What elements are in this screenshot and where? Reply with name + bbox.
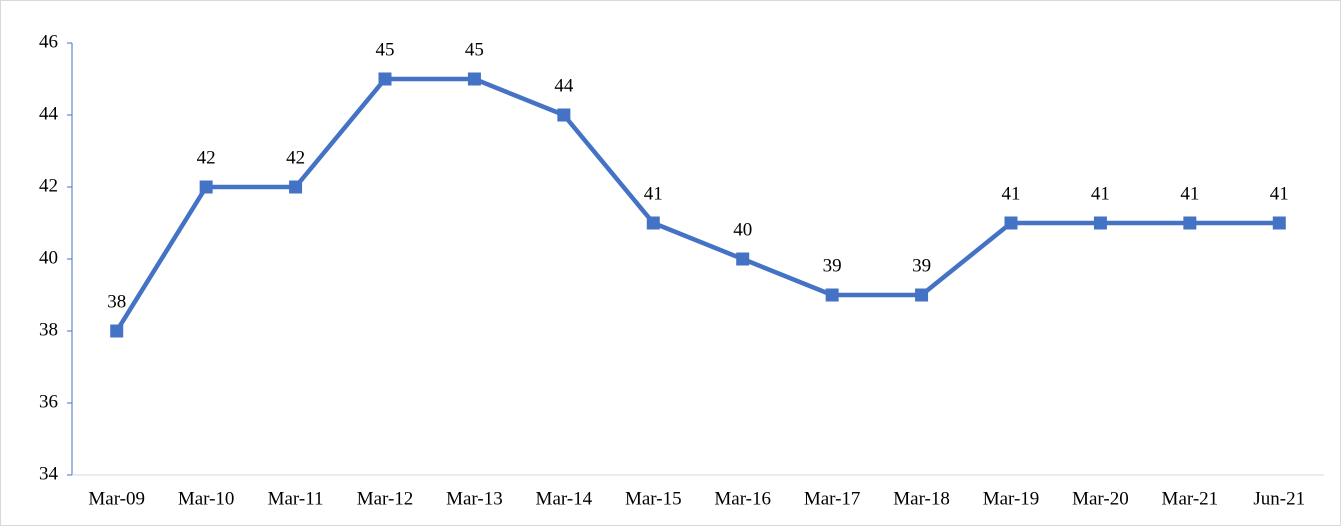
data-label: 41 — [1180, 183, 1199, 204]
data-label: 39 — [823, 255, 842, 276]
data-label: 40 — [733, 219, 752, 240]
y-tick-label: 40 — [39, 247, 58, 268]
x-tick-label: Mar-11 — [268, 488, 324, 509]
data-label: 42 — [286, 147, 305, 168]
x-tick-label: Mar-15 — [625, 488, 682, 509]
marker — [646, 216, 660, 230]
marker — [1183, 216, 1197, 230]
line — [114, 76, 1280, 333]
data-label: 44 — [554, 75, 574, 96]
y-tick-label: 46 — [39, 31, 58, 52]
marker — [110, 324, 124, 338]
y-tick-label: 34 — [39, 463, 59, 484]
x-tick-label: Mar-13 — [446, 488, 503, 509]
data-label: 42 — [197, 147, 216, 168]
x-tick-label: Mar-16 — [714, 488, 771, 509]
x-tick-label: Mar-21 — [1162, 488, 1219, 509]
data-label: 41 — [644, 183, 663, 204]
y-tick-label: 36 — [39, 391, 58, 412]
x-tick-label: Mar-14 — [536, 488, 593, 509]
marker — [915, 288, 929, 302]
x-tick-label: Mar-09 — [88, 488, 145, 509]
data-label: 41 — [1091, 183, 1110, 204]
marker — [1272, 216, 1286, 230]
marker — [289, 180, 303, 194]
x-tick-label: Mar-12 — [357, 488, 414, 509]
x-tick-label: Mar-10 — [178, 488, 235, 509]
marker — [736, 252, 750, 266]
marker — [199, 180, 213, 194]
marker — [1004, 216, 1018, 230]
data-label: 38 — [107, 291, 126, 312]
x-tick-label: Mar-17 — [804, 488, 861, 509]
data-label: 41 — [1270, 183, 1289, 204]
marker — [467, 72, 481, 86]
data-label: 39 — [912, 255, 931, 276]
y-tick-label: 42 — [39, 175, 58, 196]
data-label: 45 — [465, 39, 484, 60]
y-tick-label: 38 — [39, 319, 58, 340]
data-label: 45 — [376, 39, 395, 60]
data-label: 41 — [1002, 183, 1021, 204]
y-tick-label: 44 — [39, 103, 59, 124]
marker — [557, 108, 571, 122]
x-tick-label: Mar-19 — [983, 488, 1040, 509]
marker — [1093, 216, 1107, 230]
x-tick-label: Mar-18 — [893, 488, 950, 509]
marker — [825, 288, 839, 302]
x-tick-label: Mar-20 — [1072, 488, 1129, 509]
marker — [378, 72, 392, 86]
x-tick-label: Jun-21 — [1253, 488, 1305, 509]
